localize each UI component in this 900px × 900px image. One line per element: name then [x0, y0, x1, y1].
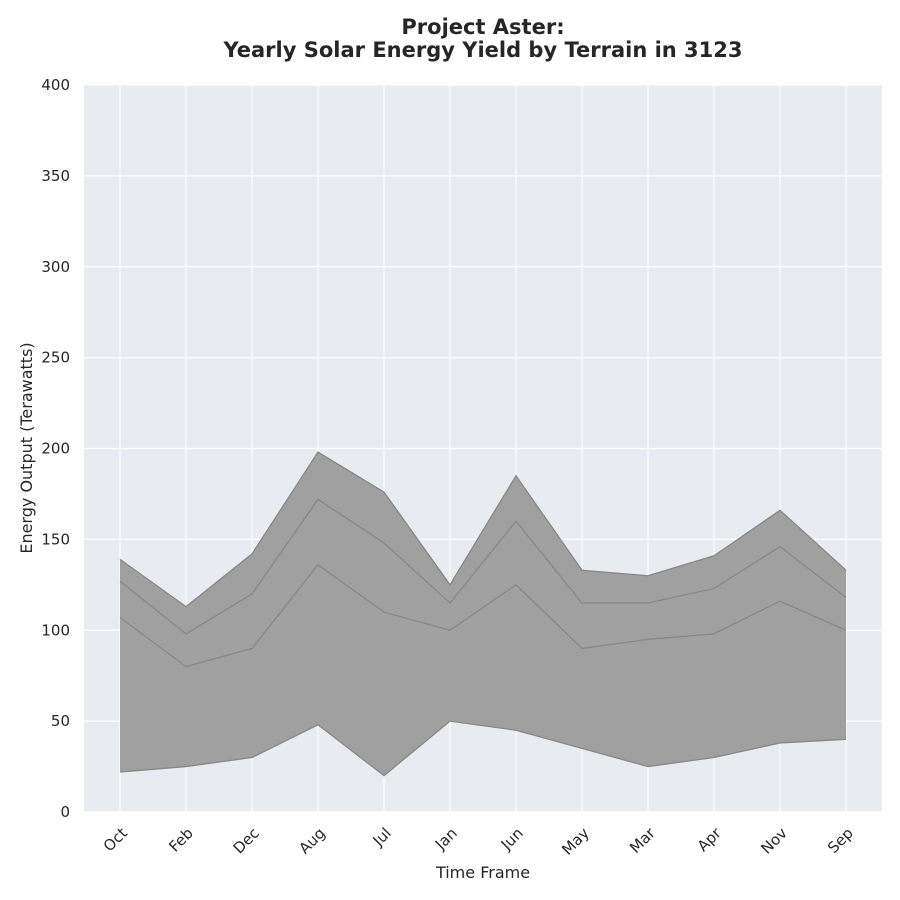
x-tick-label: Oct: [100, 824, 131, 855]
x-tick-label: May: [558, 824, 593, 859]
x-tick-label: Jun: [497, 824, 527, 854]
y-axis-ticks: 0 50 100 150 200 250 300 350 400: [41, 76, 70, 821]
y-tick-label: 250: [41, 349, 70, 367]
y-tick-label: 150: [41, 530, 70, 548]
y-tick-label: 100: [41, 621, 70, 639]
chart-title-line-2: Yearly Solar Energy Yield by Terrain in …: [222, 38, 742, 62]
x-tick-label: Sep: [824, 824, 857, 857]
y-tick-label: 300: [41, 258, 70, 276]
x-tick-label: Aug: [295, 824, 328, 857]
y-tick-label: 400: [41, 76, 70, 94]
x-tick-label: Jul: [369, 824, 395, 850]
y-tick-label: 50: [51, 712, 70, 730]
y-tick-label: 200: [41, 440, 70, 458]
y-tick-label: 0: [60, 803, 70, 821]
y-tick-label: 350: [41, 167, 70, 185]
x-axis-label: Time Frame: [435, 863, 530, 882]
x-axis-ticks: Oct Feb Dec Aug Jul Jan Jun May Mar Apr Nov Sep: [100, 824, 857, 859]
x-tick-label: Dec: [230, 824, 263, 857]
x-tick-label: Nov: [757, 824, 791, 858]
chart-title-line-1: Project Aster:: [401, 15, 564, 39]
x-tick-label: Mar: [626, 824, 659, 857]
x-tick-label: Jan: [431, 824, 461, 854]
x-tick-label: Feb: [165, 824, 197, 856]
y-axis-label: Energy Output (Terawatts): [17, 342, 36, 553]
x-tick-label: Apr: [694, 824, 726, 856]
